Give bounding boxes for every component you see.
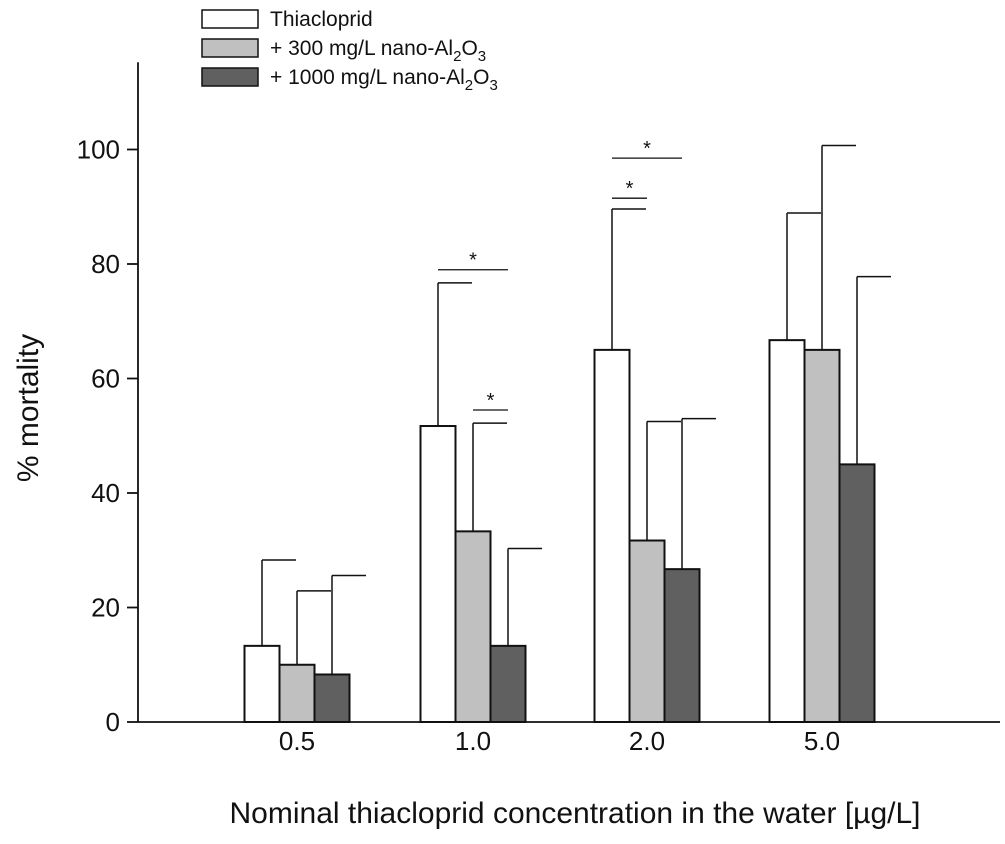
y-axis-title: % mortality: [12, 334, 45, 482]
bar-5.0-series-1: [803, 348, 841, 723]
legend-label-1: + 300 mg/L nano-Al2O3: [270, 37, 486, 65]
significance-star-3: *: [643, 138, 651, 160]
bar-2.0-series-2: [663, 568, 701, 724]
x-tick-label-1.0: 1.0: [455, 726, 491, 756]
bar-1.0-series-2: [489, 644, 527, 723]
error-bars-layer: [261, 144, 891, 675]
legend-label-0: Thiacloprid: [270, 8, 373, 31]
significance-layer: * * * *: [438, 138, 682, 412]
bar-0.5-series-1: [278, 663, 316, 723]
bar-2.0-series-0: [593, 348, 631, 723]
legend-label-2: + 1000 mg/L nano-Al2O3: [270, 66, 498, 94]
x-axis-title: Nominal thiacloprid concentration in the…: [230, 797, 921, 830]
bar-2.0-series-1: [628, 539, 666, 724]
bar-5.0-series-0: [768, 339, 806, 723]
bars-layer: [243, 339, 876, 724]
x-tick-label-2.0: 2.0: [629, 726, 665, 756]
bar-1.0-series-1: [454, 530, 492, 723]
legend-swatch-2: [201, 67, 259, 87]
y-tick-label-100: 100: [77, 135, 120, 165]
legend-swatch-0: [201, 9, 259, 29]
significance-star-1: *: [487, 390, 495, 412]
bar-5.0-series-2: [838, 463, 876, 723]
bar-0.5-series-2: [313, 673, 351, 723]
significance-star-2: *: [626, 178, 634, 200]
bar-0.5-series-0: [243, 644, 281, 723]
legend-swatch-1: [201, 38, 259, 58]
bar-1.0-series-0: [419, 425, 457, 723]
significance-star-0: *: [469, 250, 477, 272]
y-tick-label-20: 20: [91, 593, 120, 623]
y-tick-label-40: 40: [91, 478, 120, 508]
y-tick-label-0: 0: [106, 707, 120, 737]
x-tick-label-5.0: 5.0: [804, 726, 840, 756]
axes-layer: 0 20 40 60 80 100 0.5 1.0 2.0 5.0: [77, 62, 1000, 756]
y-tick-label-80: 80: [91, 249, 120, 279]
y-tick-label-60: 60: [91, 364, 120, 394]
x-tick-label-0.5: 0.5: [279, 726, 315, 756]
legend: Thiacloprid + 300 mg/L nano-Al2O3+ 1000 m…: [201, 8, 498, 94]
